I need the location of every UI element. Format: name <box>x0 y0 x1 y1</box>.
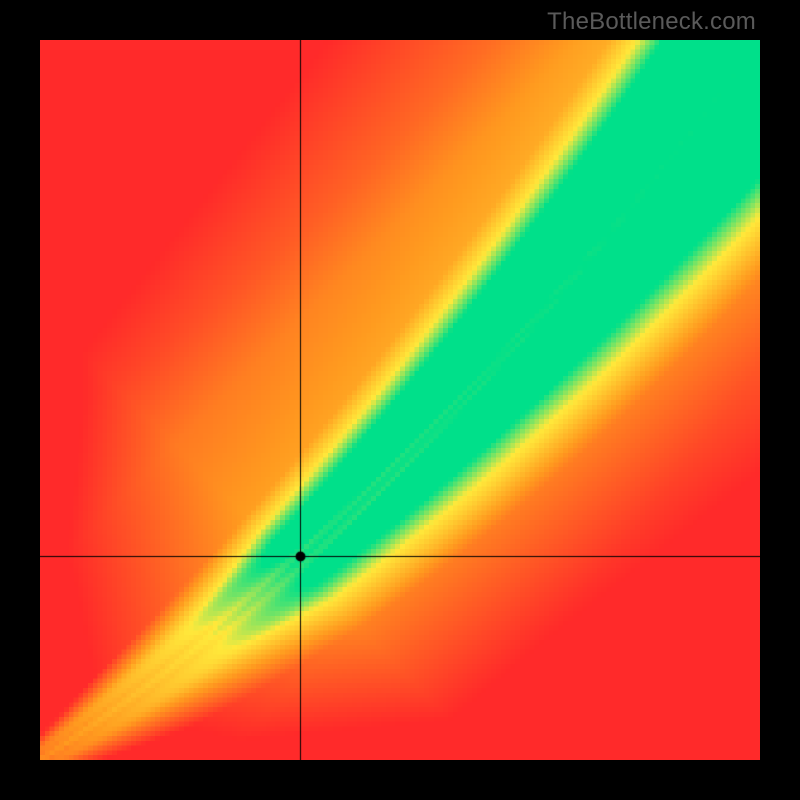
bottleneck-heatmap <box>40 40 760 760</box>
chart-container: TheBottleneck.com <box>0 0 800 800</box>
watermark-text: TheBottleneck.com <box>547 8 756 36</box>
